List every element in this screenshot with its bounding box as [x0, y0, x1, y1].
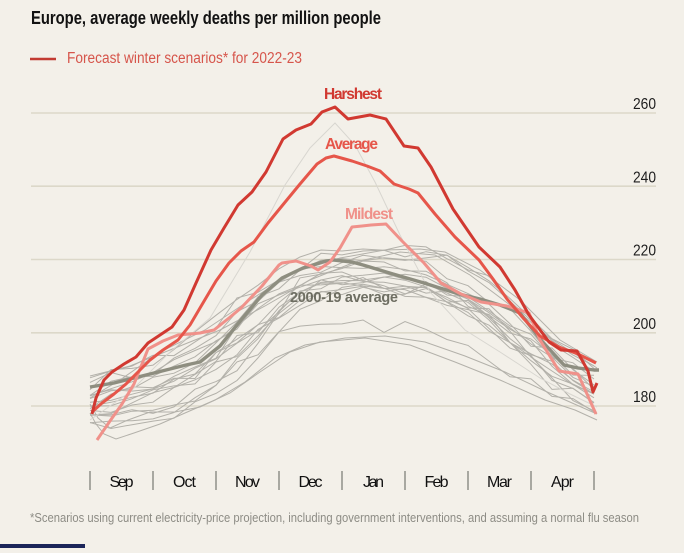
svg-text:Jan: Jan: [363, 474, 384, 491]
svg-text:220: 220: [633, 243, 656, 260]
svg-text:2000-19 average: 2000-19 average: [290, 290, 398, 306]
svg-text:Mildest: Mildest: [345, 206, 393, 223]
svg-text:Harshest: Harshest: [324, 86, 382, 103]
svg-text:Nov: Nov: [235, 474, 260, 491]
svg-text:*Scenarios using current elect: *Scenarios using current electricity-pri…: [30, 510, 639, 525]
svg-text:Oct: Oct: [173, 474, 197, 491]
svg-text:Average: Average: [325, 136, 378, 153]
svg-text:Forecast winter scenarios* for: Forecast winter scenarios* for 2022-23: [67, 50, 302, 67]
svg-text:Apr: Apr: [551, 474, 575, 491]
svg-text:Mar: Mar: [487, 474, 513, 491]
svg-text:200: 200: [633, 316, 656, 333]
svg-text:240: 240: [633, 169, 656, 186]
svg-text:180: 180: [633, 389, 656, 406]
svg-text:Dec: Dec: [299, 474, 323, 491]
svg-text:Sep: Sep: [110, 474, 134, 491]
svg-text:260: 260: [633, 96, 656, 113]
svg-text:Feb: Feb: [425, 474, 449, 491]
svg-text:Europe, average weekly deaths: Europe, average weekly deaths per millio…: [31, 8, 381, 28]
